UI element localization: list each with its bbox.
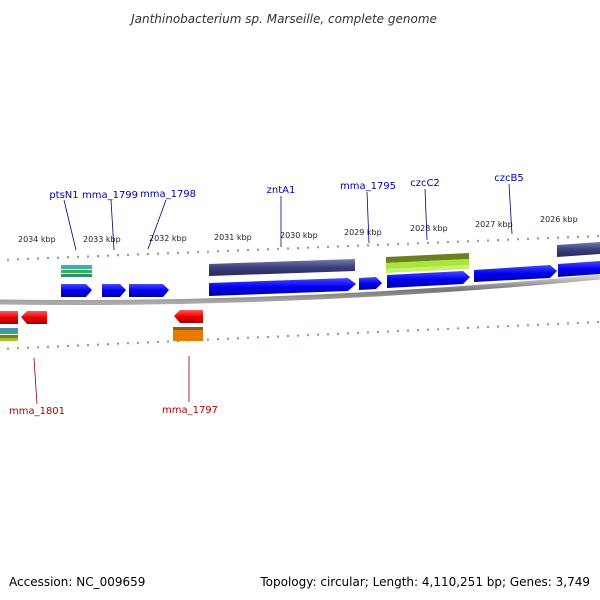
lower-feature-track	[0, 327, 203, 341]
gene-label-zntA1[interactable]: zntA1	[267, 185, 296, 196]
accession-text: Accession: NC_009659	[9, 575, 145, 589]
gene-label-mma_1799[interactable]: mma_1799	[82, 190, 138, 201]
scale-label: 2029 kbp	[344, 228, 382, 237]
feature-bar[interactable]	[557, 242, 600, 257]
gene-arrow-czcB5[interactable]	[474, 265, 557, 282]
gene-arrow-mma_1799[interactable]	[102, 284, 126, 297]
leader-line	[33, 357, 38, 405]
feature-bar[interactable]	[386, 259, 469, 269]
feature-bar[interactable]	[173, 330, 203, 341]
feature-bar[interactable]	[61, 274, 92, 277]
leader-line	[424, 188, 428, 241]
leader-line	[366, 191, 370, 244]
gene-arrow-czcC2[interactable]	[387, 271, 470, 288]
reverse-genes	[0, 310, 203, 324]
feature-bar[interactable]	[0, 331, 18, 334]
gene-label-czcB5[interactable]: czcB5	[494, 173, 523, 184]
gene-label-ptsN1[interactable]: ptsN1	[49, 190, 78, 201]
gene-label-mma_1801[interactable]: mma_1801	[9, 406, 65, 417]
label-leader-lines-bottom	[33, 356, 190, 405]
feature-bar[interactable]	[0, 328, 18, 331]
feature-bar[interactable]	[386, 253, 469, 263]
feature-bar[interactable]	[173, 327, 203, 330]
scale-label: 2032 kbp	[149, 234, 187, 243]
gene-label-mma_1795[interactable]: mma_1795	[340, 181, 396, 192]
gene-label-mma_1797[interactable]: mma_1797	[162, 405, 218, 416]
scale-label: 2031 kbp	[214, 233, 252, 242]
feature-bar[interactable]	[61, 265, 92, 269]
genome-backbone	[0, 274, 600, 305]
feature-bar[interactable]	[61, 270, 92, 273]
scale-label: 2030 kbp	[280, 231, 318, 240]
gene-arrow-mma_1797[interactable]	[174, 310, 203, 323]
gene-label-mma_1798[interactable]: mma_1798	[140, 189, 196, 200]
gene-arrow-ptsN1[interactable]	[61, 284, 92, 297]
leader-line	[508, 183, 513, 235]
gene-arrow-mma_1798[interactable]	[129, 284, 169, 297]
upper-scale-ticks	[7, 235, 599, 261]
feature-bar[interactable]	[386, 265, 469, 273]
upper-feature-track	[61, 242, 600, 277]
gene-label-czcC2[interactable]: czcC2	[410, 178, 440, 189]
scale-label: 2034 kbp	[18, 235, 56, 244]
feature-bar[interactable]	[209, 259, 355, 276]
genome-summary-text: Topology: circular; Length: 4,110,251 bp…	[259, 575, 590, 589]
gene-arrow[interactable]	[558, 261, 600, 277]
leader-line	[147, 199, 167, 250]
scale-label: 2033 kbp	[83, 235, 121, 244]
gene-arrow-mma_1801[interactable]	[21, 311, 47, 324]
feature-bar[interactable]	[0, 335, 18, 338]
lower-scale-ticks	[7, 321, 599, 350]
scale-label: 2028 kbp	[410, 224, 448, 233]
gene-arrow[interactable]	[0, 311, 18, 324]
map-title: Janthinobacterium sp. Marseille, complet…	[129, 12, 437, 26]
gene-arrow-mma_1795[interactable]	[359, 277, 382, 290]
scale-label: 2026 kbp	[540, 215, 578, 224]
leader-line	[63, 199, 77, 251]
forward-genes	[61, 261, 600, 297]
feature-bar[interactable]	[0, 338, 18, 341]
leader-line	[110, 199, 115, 251]
label-leader-lines	[63, 183, 513, 251]
gene-arrow-zntA1[interactable]	[209, 278, 356, 296]
scale-label: 2027 kbp	[475, 220, 513, 229]
